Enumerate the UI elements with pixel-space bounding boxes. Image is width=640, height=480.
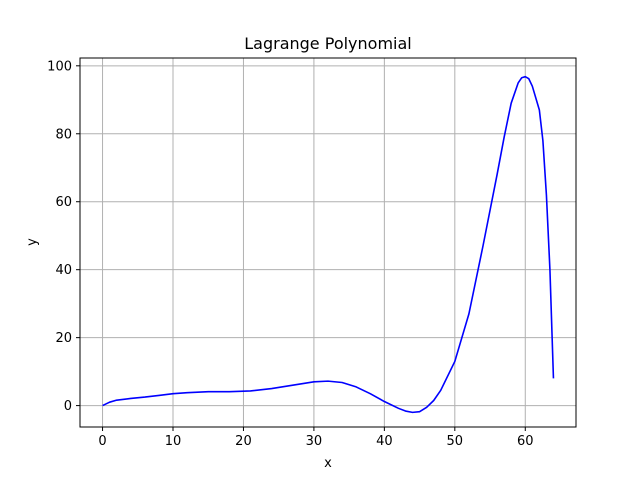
- y-tick-label: 80: [55, 127, 72, 142]
- series-group: [102, 75, 555, 414]
- y-tick-label: 0: [64, 399, 72, 414]
- y-axis-title: y: [25, 238, 40, 246]
- x-tick-label: 30: [306, 434, 323, 449]
- grid: [80, 58, 576, 427]
- y-tick-label: 100: [47, 59, 72, 74]
- y-tick-label: 60: [55, 195, 72, 210]
- plot-frame: [79, 57, 577, 428]
- y-tick-label: 20: [55, 331, 72, 346]
- x-tick-label: 0: [98, 434, 106, 449]
- series-line: [102, 75, 555, 414]
- x-tick-label: 10: [165, 434, 182, 449]
- x-tick-label: 60: [517, 434, 534, 449]
- x-axis-title: x: [324, 456, 332, 471]
- x-tick-label: 20: [235, 434, 252, 449]
- y-tick-label: 40: [55, 263, 72, 278]
- chart-title: Lagrange Polynomial: [244, 34, 411, 53]
- x-tick-label: 50: [447, 434, 464, 449]
- axis-ticks: 0 10 20 30 40 50 60 0 20 40 60 80 100: [47, 59, 533, 449]
- x-tick-label: 40: [376, 434, 393, 449]
